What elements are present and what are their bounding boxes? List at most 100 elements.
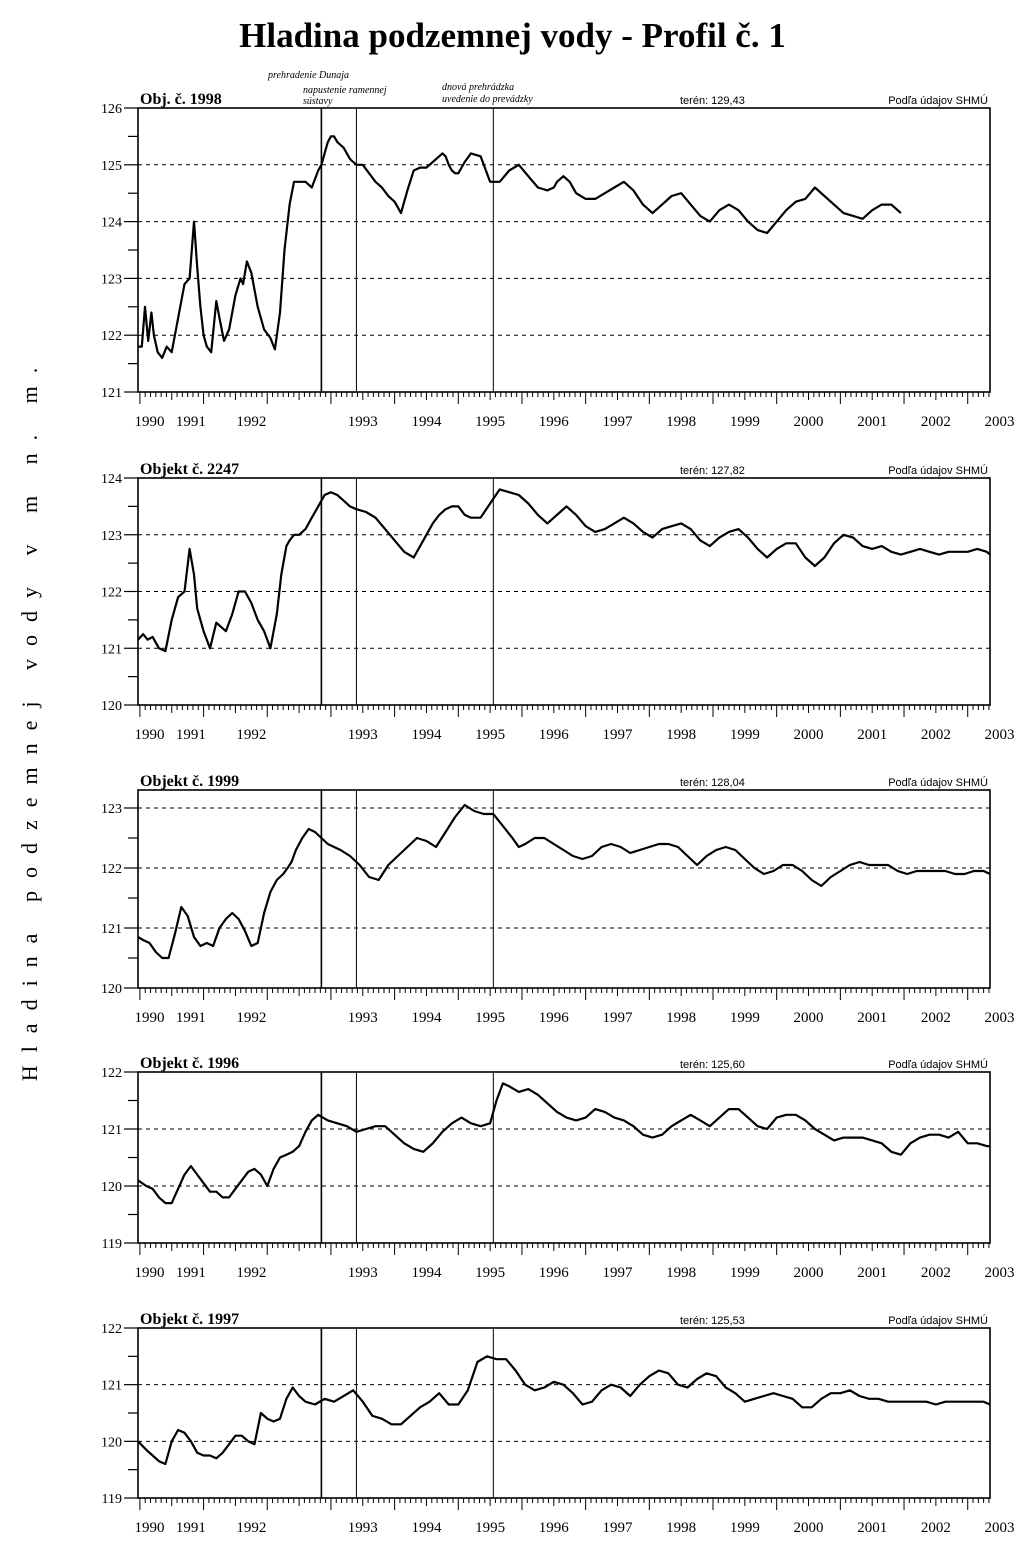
x-tick-label: 1993: [348, 1265, 378, 1281]
x-tick-label: 1992: [236, 414, 266, 430]
y-tick-label: 125: [101, 159, 122, 174]
y-tick-label: 119: [102, 1492, 122, 1507]
y-tick-label: 122: [101, 329, 122, 344]
x-tick-label: 2002: [921, 727, 951, 743]
x-tick-label: 1997: [602, 1010, 633, 1026]
x-tick-label: 1999: [730, 414, 760, 430]
x-tick-label: 2002: [921, 1010, 951, 1026]
series-line: [137, 1355, 991, 1466]
x-tick-label: 1992: [236, 1265, 266, 1281]
x-tick-label: 1994: [411, 1265, 442, 1281]
terrain-label: terén: 125,53: [680, 1315, 745, 1327]
x-tick-label: 1993: [348, 414, 378, 430]
y-tick-label: 122: [101, 1066, 122, 1081]
y-tick-label: 121: [101, 922, 122, 937]
annotation-weir-2: uvedenie do prevádzky: [442, 94, 533, 105]
y-tick-label: 119: [102, 1237, 122, 1252]
x-tick-label: 1993: [348, 1010, 378, 1026]
x-tick-label: 1990: [134, 414, 164, 430]
y-tick-label: 121: [101, 642, 122, 657]
x-tick-label: 2003: [985, 1010, 1015, 1026]
annotation-fill-1: napustenie ramennej: [303, 85, 387, 96]
plot-frame: [137, 107, 991, 393]
x-tick-label: 2000: [794, 727, 824, 743]
series-line: [137, 488, 991, 653]
x-tick-label: 2001: [857, 727, 887, 743]
x-tick-label: 1996: [539, 1520, 570, 1536]
chart-panel-2: 120 121 122 123 124 1990 1991 1992 1993 1994 1995 1…: [101, 461, 1015, 743]
chart-panel-5: 119 120 121 122 1990 1991 1992 1993 1994 1995 1996…: [101, 1311, 1015, 1536]
y-tick-label: 120: [101, 699, 122, 714]
panel-title: Objekt č. 1996: [140, 1055, 239, 1072]
x-tick-label: 2003: [985, 414, 1015, 430]
x-tick-label: 2000: [794, 1520, 824, 1536]
y-tick-label: 123: [101, 529, 122, 544]
x-tick-label: 1994: [411, 1520, 442, 1536]
y-tick-label: 120: [101, 982, 122, 997]
chart-panel-4: 119 120 121 122 1990 1991 1992 1993 1994 1995 1996…: [101, 1055, 1015, 1281]
x-tick-label: 1995: [475, 727, 505, 743]
panel-title: Objekt č. 1999: [140, 773, 239, 790]
page-title: Hladina podzemnej vody - Profil č. 1: [239, 16, 786, 55]
x-tick-label: 1996: [539, 727, 570, 743]
x-tick-label: 2003: [985, 1265, 1015, 1281]
x-tick-label: 2000: [794, 414, 824, 430]
x-tick-label: 2002: [921, 414, 951, 430]
terrain-label: terén: 125,60: [680, 1059, 745, 1071]
source-label: Podľa údajov SHMÚ: [888, 464, 988, 477]
x-tick-label: 1994: [411, 1010, 442, 1026]
x-tick-label: 1997: [602, 414, 633, 430]
x-tick-label: 1993: [348, 727, 378, 743]
annotation-dam: prehradenie Dunaja: [267, 70, 349, 81]
y-tick-label: 120: [101, 1180, 122, 1195]
x-tick-label: 2001: [857, 1520, 887, 1536]
chart-panel-1: 121 122 123 124 125 126 1990 1991 1992 1993 1994 19…: [101, 91, 1015, 430]
event-annotations: prehradenie Dunaja napustenie ramennej s…: [267, 70, 533, 107]
plot-frame: [137, 1071, 991, 1244]
x-tick-label: 2001: [857, 1265, 887, 1281]
x-tick-label: 1991: [176, 1010, 206, 1026]
y-tick-label: 122: [101, 1322, 122, 1337]
x-tick-label: 1991: [176, 1265, 206, 1281]
y-tick-label: 122: [101, 862, 122, 877]
x-tick-label: 1990: [134, 1010, 164, 1026]
x-tick-label: 2000: [794, 1010, 824, 1026]
y-tick-label: 123: [101, 272, 122, 287]
series-line: [137, 803, 991, 960]
x-tick-label: 1993: [348, 1520, 378, 1536]
x-tick-label: 1994: [411, 727, 442, 743]
x-tick-label: 1996: [539, 1010, 570, 1026]
x-tick-label: 1998: [666, 1010, 696, 1026]
x-tick-label: 1996: [539, 1265, 570, 1281]
x-tick-label: 2001: [857, 414, 887, 430]
x-tick-label: 1997: [602, 1520, 633, 1536]
x-tick-label: 2000: [794, 1265, 824, 1281]
y-tick-label: 121: [101, 1123, 122, 1138]
x-tick-label: 1995: [475, 414, 505, 430]
x-tick-label: 2003: [985, 1520, 1015, 1536]
source-label: Podľa údajov SHMÚ: [888, 94, 988, 107]
x-tick-label: 1997: [602, 1265, 633, 1281]
x-tick-label: 1992: [236, 1520, 266, 1536]
y-tick-label: 121: [101, 1379, 122, 1394]
x-tick-label: 1992: [236, 727, 266, 743]
x-tick-label: 1994: [411, 414, 442, 430]
y-tick-label: 121: [101, 386, 122, 401]
x-tick-label: 2001: [857, 1010, 887, 1026]
x-tick-label: 1999: [730, 1520, 760, 1536]
y-tick-label: 120: [101, 1435, 122, 1450]
y-tick-label: 124: [101, 472, 122, 487]
x-tick-label: 1991: [176, 727, 206, 743]
panel-title: Objekt č. 2247: [140, 461, 239, 478]
annotation-weir-1: dnová prehrádzka: [442, 82, 514, 93]
x-tick-label: 1991: [176, 1520, 206, 1536]
x-tick-label: 1990: [134, 727, 164, 743]
x-tick-label: 1991: [176, 414, 206, 430]
x-tick-label: 1990: [134, 1265, 164, 1281]
terrain-label: terén: 128,04: [680, 777, 745, 789]
source-label: Podľa údajov SHMÚ: [888, 1058, 988, 1071]
x-tick-label: 2002: [921, 1520, 951, 1536]
source-label: Podľa údajov SHMÚ: [888, 1314, 988, 1327]
y-tick-label: 124: [101, 216, 122, 231]
